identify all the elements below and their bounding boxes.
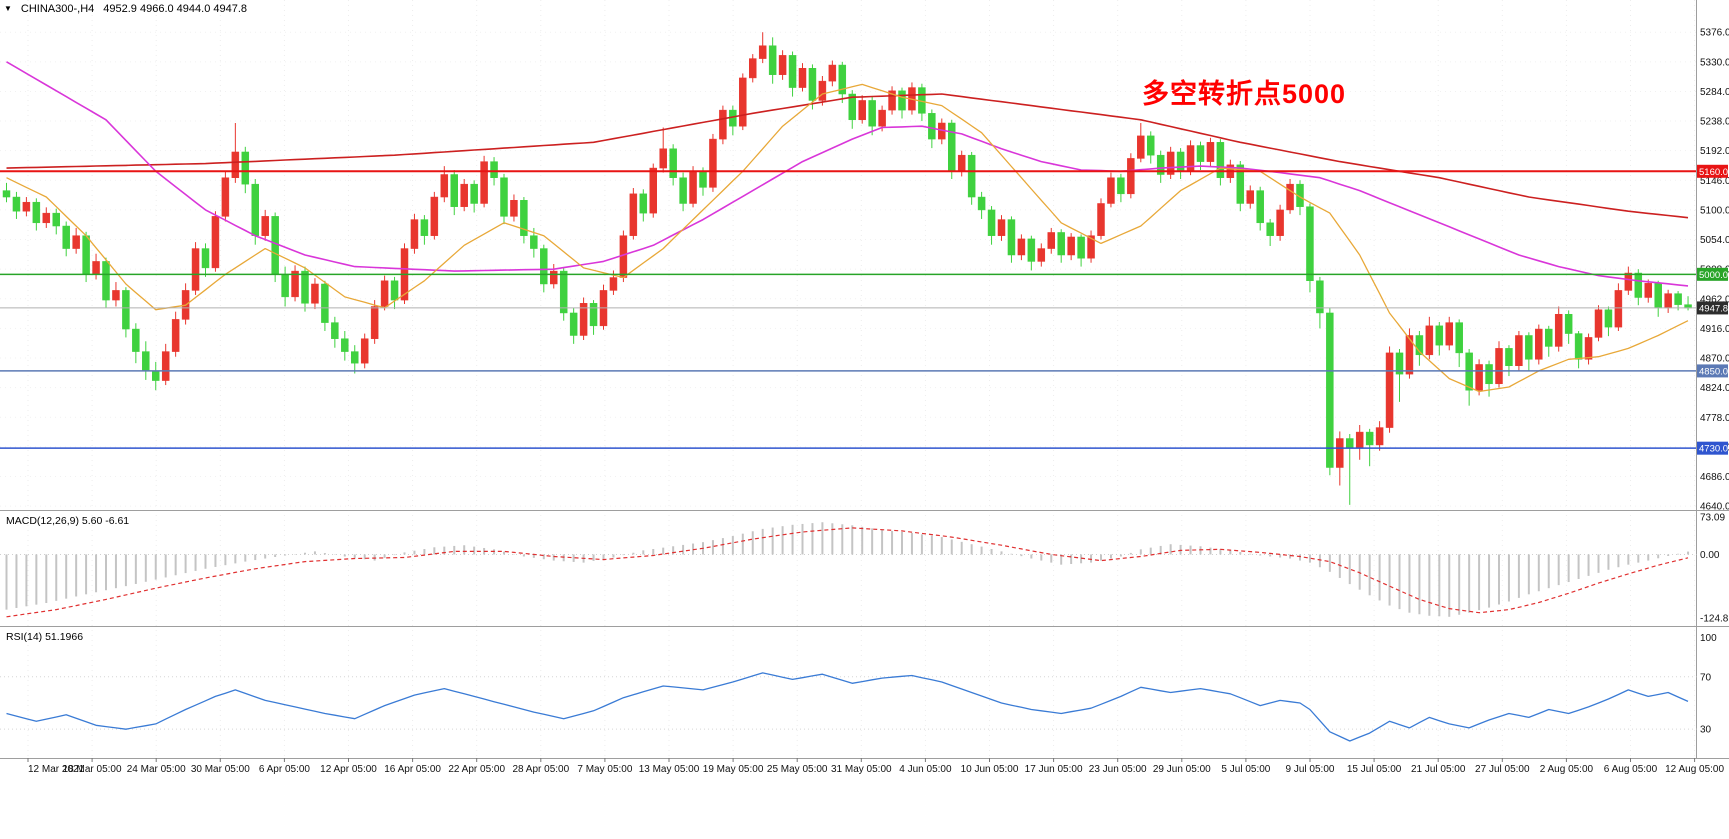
svg-text:31 May 05:00: 31 May 05:00: [831, 764, 892, 775]
svg-text:15 Jul 05:00: 15 Jul 05:00: [1347, 764, 1402, 775]
svg-text:4640.0: 4640.0: [1700, 502, 1729, 513]
svg-text:17 Jun 05:00: 17 Jun 05:00: [1025, 764, 1083, 775]
svg-text:30: 30: [1700, 725, 1712, 736]
svg-text:12 Apr 05:00: 12 Apr 05:00: [320, 764, 377, 775]
svg-text:23 Jun 05:00: 23 Jun 05:00: [1089, 764, 1147, 775]
time-axis[interactable]: [0, 758, 1729, 788]
rsi-indicator-label: RSI(14) 51.1966: [6, 631, 84, 643]
svg-text:19 May 05:00: 19 May 05:00: [703, 764, 764, 775]
svg-text:9 Jul 05:00: 9 Jul 05:00: [1286, 764, 1335, 775]
svg-text:5376.0: 5376.0: [1700, 28, 1729, 39]
svg-text:29 Jun 05:00: 29 Jun 05:00: [1153, 764, 1211, 775]
svg-text:10 Jun 05:00: 10 Jun 05:00: [961, 764, 1019, 775]
chart-annotation[interactable]: 多空转折点5000: [1142, 79, 1347, 109]
ohlc-readout: 4952.9 4966.0 4944.0 4947.8: [103, 3, 248, 15]
svg-text:12 Aug 05:00: 12 Aug 05:00: [1665, 764, 1724, 775]
svg-text:5238.0: 5238.0: [1700, 117, 1729, 128]
svg-text:7 May 05:00: 7 May 05:00: [577, 764, 632, 775]
svg-text:5330.0: 5330.0: [1700, 57, 1729, 68]
svg-text:22 Apr 05:00: 22 Apr 05:00: [448, 764, 505, 775]
svg-text:27 Jul 05:00: 27 Jul 05:00: [1475, 764, 1530, 775]
svg-text:21 Jul 05:00: 21 Jul 05:00: [1411, 764, 1466, 775]
svg-text:5284.0: 5284.0: [1700, 87, 1729, 98]
svg-text:6 Apr 05:00: 6 Apr 05:00: [259, 764, 311, 775]
svg-text:0.00: 0.00: [1700, 550, 1720, 561]
svg-text:100: 100: [1700, 633, 1717, 644]
svg-text:4870.0: 4870.0: [1700, 354, 1729, 365]
svg-text:18 Mar 05:00: 18 Mar 05:00: [63, 764, 122, 775]
svg-text:5146.0: 5146.0: [1700, 176, 1729, 187]
svg-text:6 Aug 05:00: 6 Aug 05:00: [1604, 764, 1658, 775]
svg-text:4778.0: 4778.0: [1700, 413, 1729, 424]
svg-text:4850.0: 4850.0: [1699, 366, 1728, 377]
svg-text:4730.0: 4730.0: [1699, 444, 1728, 455]
svg-text:5 Jul 05:00: 5 Jul 05:00: [1221, 764, 1270, 775]
svg-text:70: 70: [1700, 672, 1712, 683]
svg-text:16 Apr 05:00: 16 Apr 05:00: [384, 764, 441, 775]
svg-text:28 Apr 05:00: 28 Apr 05:00: [512, 764, 569, 775]
svg-text:4 Jun 05:00: 4 Jun 05:00: [899, 764, 952, 775]
svg-text:13 May 05:00: 13 May 05:00: [639, 764, 700, 775]
svg-text:4947.8: 4947.8: [1699, 303, 1728, 314]
svg-text:12 Mar 2021: 12 Mar 2021: [28, 764, 85, 775]
svg-text:5100.0: 5100.0: [1700, 205, 1729, 216]
svg-text:4824.0: 4824.0: [1700, 383, 1729, 394]
svg-text:-124.81: -124.81: [1700, 614, 1729, 625]
svg-text:4916.0: 4916.0: [1700, 324, 1729, 335]
svg-text:30 Mar 05:00: 30 Mar 05:00: [191, 764, 250, 775]
svg-text:4962.0: 4962.0: [1700, 294, 1729, 305]
svg-text:5160.0: 5160.0: [1699, 167, 1728, 178]
svg-text:5054.0: 5054.0: [1700, 235, 1729, 246]
svg-text:2 Aug 05:00: 2 Aug 05:00: [1540, 764, 1594, 775]
macd-indicator-label: MACD(12,26,9) 5.60 -6.61: [6, 515, 130, 527]
svg-text:73.09: 73.09: [1700, 513, 1725, 524]
price-axis[interactable]: [1697, 0, 1729, 758]
svg-text:5000.0: 5000.0: [1699, 270, 1728, 281]
symbol-label: CHINA300-,H4: [20, 3, 95, 15]
svg-text:24 Mar 05:00: 24 Mar 05:00: [127, 764, 186, 775]
symbol-header: ▼ CHINA300-,H4 4952.9 4966.0 4944.0 4947…: [4, 3, 247, 15]
dropdown-arrow-icon[interactable]: ▼: [4, 4, 12, 13]
svg-text:5192.0: 5192.0: [1700, 146, 1729, 157]
svg-text:4686.0: 4686.0: [1700, 472, 1729, 483]
svg-text:25 May 05:00: 25 May 05:00: [767, 764, 828, 775]
